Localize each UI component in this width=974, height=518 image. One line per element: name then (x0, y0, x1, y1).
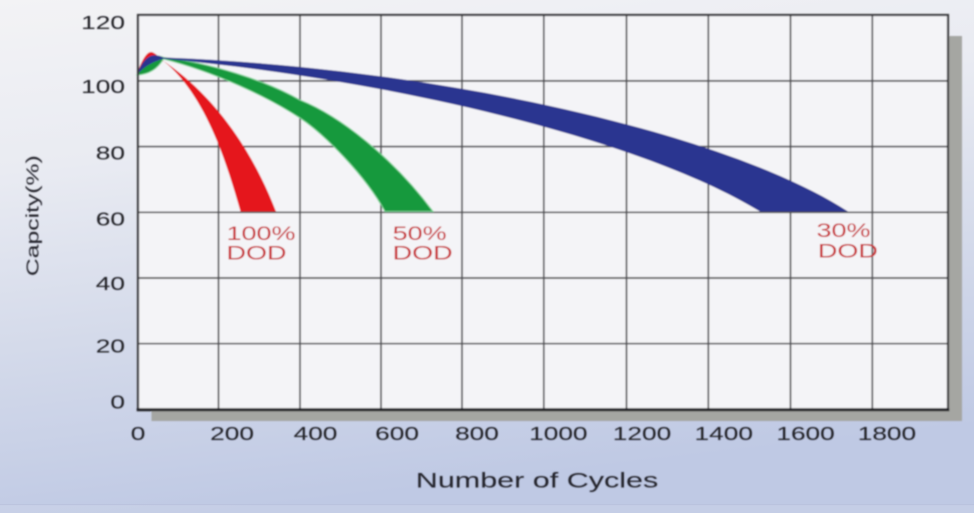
svg-text:Capcity(%): Capcity(%) (23, 155, 43, 276)
svg-text:1800: 1800 (858, 423, 916, 444)
svg-text:0: 0 (110, 391, 125, 412)
svg-text:1200: 1200 (613, 423, 671, 444)
svg-text:Number of Cycles: Number of Cycles (416, 468, 659, 492)
svg-text:200: 200 (210, 423, 254, 444)
svg-text:40: 40 (96, 273, 125, 294)
svg-text:1600: 1600 (776, 423, 834, 444)
svg-text:120: 120 (81, 12, 125, 33)
svg-text:60: 60 (96, 209, 125, 230)
svg-text:50%: 50% (393, 223, 447, 244)
svg-text:30%: 30% (817, 220, 871, 241)
svg-text:80: 80 (96, 142, 125, 163)
svg-text:100%: 100% (226, 223, 295, 244)
svg-text:0: 0 (131, 423, 146, 444)
svg-text:1400: 1400 (695, 423, 753, 444)
svg-text:800: 800 (455, 423, 499, 444)
svg-text:20: 20 (96, 335, 125, 356)
svg-text:100: 100 (81, 76, 125, 97)
svg-text:DOD: DOD (393, 242, 453, 263)
svg-text:DOD: DOD (226, 242, 286, 263)
svg-text:600: 600 (375, 423, 419, 444)
svg-text:400: 400 (294, 423, 338, 444)
svg-text:DOD: DOD (818, 240, 878, 261)
svg-text:1000: 1000 (529, 423, 587, 444)
